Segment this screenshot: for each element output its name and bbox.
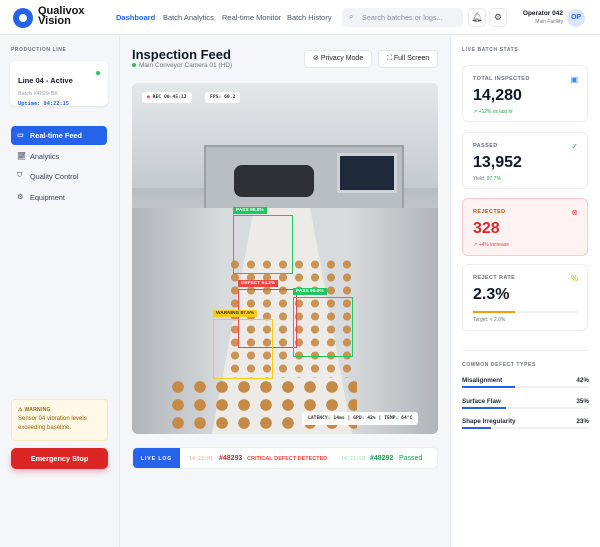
detection-box-warning[interactable]	[213, 319, 273, 379]
camera-array	[234, 165, 314, 197]
live-dot	[132, 63, 136, 67]
rec-dot: ●	[147, 95, 153, 100]
defect-row: Misalignment 42%	[462, 377, 589, 388]
detection-label: WARNING 87.5%	[213, 310, 258, 317]
search-icon: ⌕	[349, 12, 354, 21]
line-status-card: Line 04 - Active Batch #4829-BK Uptime: …	[10, 61, 108, 107]
detection-box-defect[interactable]	[238, 289, 297, 348]
live-log: LIVE LOG 14:22:01 #48293 CRITICAL DEFECT…	[132, 447, 438, 469]
detection-box-pass-1[interactable]	[233, 215, 293, 274]
sidebar-item-equipment[interactable]: ⚙ Equipment	[17, 193, 65, 202]
video-icon: ▭	[17, 132, 24, 139]
emergency-stop-button[interactable]: Emergency Stop	[11, 448, 108, 469]
cookies-far	[227, 258, 357, 378]
log-message: CRITICAL DEFECT DETECTED	[247, 456, 328, 462]
camera-source: Main Conveyor Camera 01 (HD)	[132, 62, 232, 69]
sidebar	[0, 36, 120, 547]
rec-indicator: ● REC 00:45:12	[142, 92, 192, 103]
bell-icon: 🔔︎	[471, 12, 483, 22]
eye-off-icon: ⊘	[313, 55, 321, 62]
shield-icon: ⛉	[17, 172, 23, 179]
log-time: 14:21:58	[341, 456, 366, 462]
operator-info: Operator 042 Main Facility	[522, 10, 563, 25]
uptime: Uptime: 04:22:15	[18, 101, 70, 107]
privacy-mode-button[interactable]: ⊘ Privacy Mode	[304, 50, 373, 68]
settings-button[interactable]: ⚙	[489, 8, 507, 27]
chart-icon: 📈︎	[17, 153, 26, 160]
defect-row: Shape Irregularity 23%	[462, 418, 589, 429]
detection-label: PASS 99.8%	[233, 207, 267, 214]
gear-icon: ⚙	[17, 194, 24, 201]
defect-types-label: COMMON DEFECT TYPES	[462, 362, 536, 368]
cookies	[167, 378, 357, 434]
batch-id: Batch #4829-BK	[18, 91, 59, 97]
monitor-screen	[337, 153, 397, 193]
sidebar-item-realtime-feed[interactable]: ▭ Real-time Feed	[11, 126, 107, 145]
gear-icon: ⚙	[493, 12, 503, 22]
defect-bar	[462, 386, 516, 388]
nav-dashboard[interactable]: Dashboard	[116, 13, 156, 22]
production-line-label: PRODUCTION LINE	[11, 47, 67, 53]
x-circle-icon: ⊗	[571, 208, 578, 217]
warning-box: ⚠ WARNING Sensor 04 vibration levels exce…	[11, 399, 108, 441]
log-time: 14:22:01	[189, 456, 214, 462]
log-id: #48292	[370, 455, 394, 462]
page-title: Inspection Feed	[132, 47, 231, 62]
defect-bar	[462, 427, 492, 429]
percent-icon: %	[570, 274, 578, 283]
nav-batch-analytics[interactable]: Batch Analytics	[163, 13, 214, 22]
fps-indicator: FPS: 60.2	[205, 92, 241, 103]
telemetry-readout: LATENCY: 14ms | GPU: 42% | TEMP: 64°C	[302, 412, 419, 425]
status-dot	[96, 71, 100, 75]
top-header: Qualivox Vision Dashboard Batch Analytics…	[0, 0, 600, 35]
detection-label: PASS 99.9%	[293, 288, 327, 295]
notifications-button[interactable]: 🔔︎	[468, 8, 486, 27]
image-icon: ▣	[570, 75, 578, 84]
camera-feed[interactable]: ● REC 00:45:12 FPS: 60.2 PASS 99.8% DEFE…	[132, 83, 438, 434]
search-input[interactable]: ⌕ Search batches or logs...	[342, 8, 463, 27]
passed-card: PASSED ✓ 13,952 Yield: 97.7%	[462, 132, 588, 189]
stats-section-label: LIVE BATCH STATS	[462, 47, 519, 53]
line-title: Line 04 - Active	[18, 76, 73, 85]
reject-rate-fill	[473, 311, 515, 313]
detection-box-pass-2[interactable]	[293, 297, 353, 357]
total-inspected-card: TOTAL INSPECTED ▣ 14,280 ↗ +12% vs last h…	[462, 65, 588, 122]
defect-row: Surface Flaw 35%	[462, 398, 589, 409]
sidebar-item-analytics[interactable]: 📈︎ Analytics	[17, 152, 60, 161]
expand-icon: ⛶	[387, 55, 394, 62]
sidebar-item-quality-control[interactable]: ⛉ Quality Control	[17, 172, 79, 181]
rejected-card: REJECTED ⊗ 328 ↗ +4% increase	[462, 198, 588, 256]
defect-bar	[462, 407, 507, 409]
reject-rate-bar	[473, 311, 577, 313]
live-log-tag: LIVE LOG	[133, 448, 180, 468]
log-message: Passed	[399, 455, 423, 462]
detection-label: DEFECT 94.2%	[238, 280, 279, 287]
logo-icon	[13, 8, 33, 28]
brand[interactable]: Qualivox Vision	[38, 5, 85, 27]
nav-batch-history[interactable]: Batch History	[287, 13, 332, 22]
nav-realtime-monitor[interactable]: Real-time Monitor	[222, 13, 282, 22]
full-screen-button[interactable]: ⛶ Full Screen	[378, 50, 439, 68]
log-id: #48293	[219, 455, 243, 462]
warning-icon: ⚠	[18, 407, 25, 413]
divider	[462, 350, 589, 351]
avatar[interactable]: OP	[567, 9, 585, 27]
reject-rate-card: REJECT RATE% 2.3% Target: < 2.0%	[462, 264, 588, 331]
check-circle-icon: ✓	[571, 142, 578, 151]
